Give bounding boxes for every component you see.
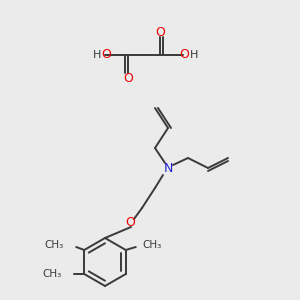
Text: O: O <box>101 49 111 62</box>
Text: H: H <box>190 50 198 60</box>
Text: O: O <box>125 215 135 229</box>
Text: CH₃: CH₃ <box>42 269 61 279</box>
Text: H: H <box>93 50 101 60</box>
Text: O: O <box>123 71 133 85</box>
Text: O: O <box>155 26 165 38</box>
Text: CH₃: CH₃ <box>143 240 162 250</box>
Text: N: N <box>163 161 173 175</box>
Text: CH₃: CH₃ <box>44 240 63 250</box>
Text: O: O <box>179 49 189 62</box>
